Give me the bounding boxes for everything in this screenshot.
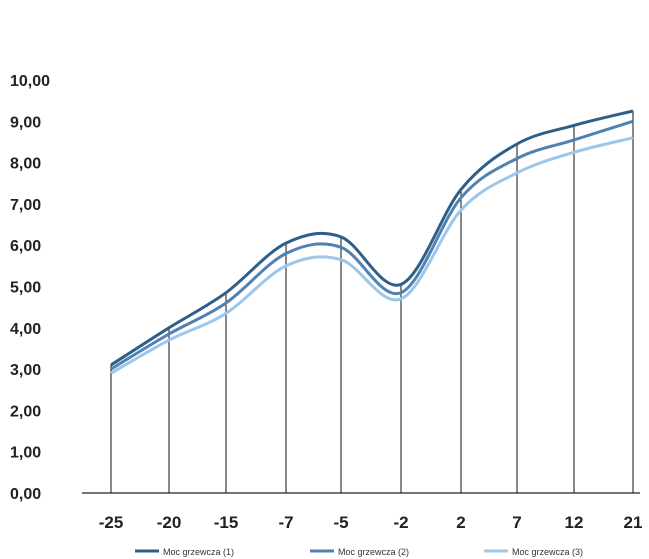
legend-label: Moc grzewcza (1) — [163, 547, 234, 557]
x-axis-ticks: -25 -20 -15 -7 -5 -2 2 7 12 21 — [99, 513, 643, 532]
y-tick-label: 5,00 — [10, 280, 41, 297]
series-lines — [110, 109, 634, 375]
legend-label: Moc grzewcza (2) — [338, 547, 409, 557]
series-line-3 — [110, 136, 634, 375]
y-tick-label: 10,00 — [10, 73, 50, 90]
y-tick-label: 9,00 — [10, 114, 41, 131]
series-line-2 — [110, 119, 634, 371]
x-tick-label: -25 — [99, 513, 124, 532]
x-tick-label: -2 — [393, 513, 408, 532]
x-tick-label: -15 — [214, 513, 239, 532]
y-tick-label: 6,00 — [10, 238, 41, 255]
x-tick-label: 21 — [624, 513, 643, 532]
x-tick-label: 2 — [456, 513, 465, 532]
y-axis-ticks: 0,00 1,00 2,00 3,00 4,00 5,00 6,00 7,00 8,00 9,00… — [10, 73, 50, 503]
legend: Moc grzewcza (1) Moc grzewcza (2) Moc grze… — [135, 547, 583, 557]
x-tick-label: -7 — [278, 513, 293, 532]
y-tick-label: 2,00 — [10, 403, 41, 420]
x-tick-label: 12 — [565, 513, 584, 532]
x-tick-label: 7 — [512, 513, 521, 532]
y-tick-label: 3,00 — [10, 362, 41, 379]
y-tick-label: 4,00 — [10, 321, 41, 338]
legend-label: Moc grzewcza (3) — [512, 547, 583, 557]
y-tick-label: 7,00 — [10, 197, 41, 214]
y-tick-label: 0,00 — [10, 486, 41, 503]
y-tick-label: 1,00 — [10, 445, 41, 462]
x-tick-label: -5 — [333, 513, 348, 532]
y-tick-label: 8,00 — [10, 156, 41, 173]
x-tick-label: -20 — [157, 513, 182, 532]
drop-lines — [110, 110, 634, 493]
series-line-1 — [110, 109, 634, 367]
